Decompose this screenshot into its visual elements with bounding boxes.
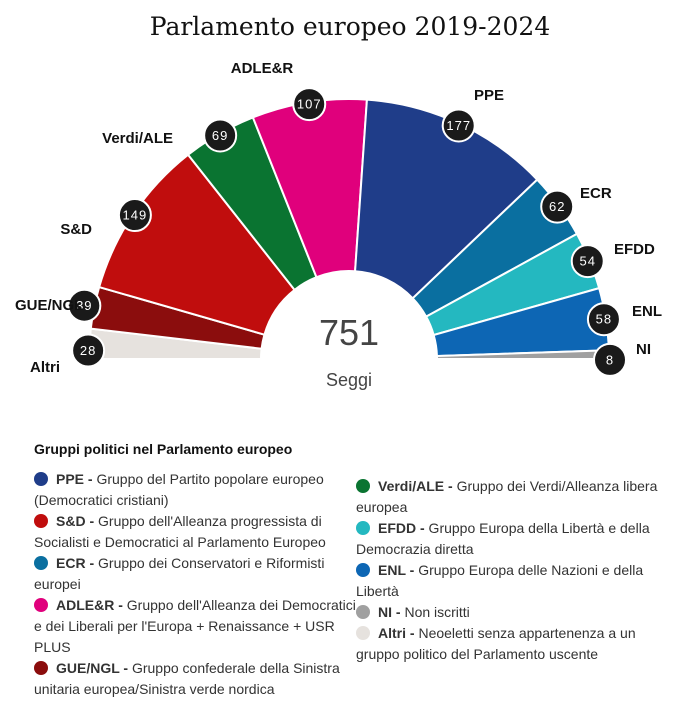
legend-desc: Gruppo Europa della Libertà e della Demo… bbox=[356, 520, 650, 557]
slice-ppe bbox=[354, 98, 539, 300]
seat-count-s-d: 149 bbox=[123, 208, 148, 223]
legend-desc: Gruppo del Partito popolare europeo (Dem… bbox=[34, 471, 324, 508]
legend-item: NI - Non iscritti bbox=[356, 602, 658, 623]
legend-abbr: NI - bbox=[378, 604, 401, 620]
group-label-ppe: PPE bbox=[474, 87, 504, 104]
seat-count-ecr: 62 bbox=[549, 199, 565, 214]
legend-title: Gruppi politici nel Parlamento europeo bbox=[34, 441, 293, 457]
group-label-ni: NI bbox=[636, 341, 651, 358]
badge-ppe bbox=[441, 108, 476, 143]
legend-abbr: ADLE&R - bbox=[56, 597, 123, 613]
group-label-efdd: EFDD bbox=[614, 241, 655, 258]
legend-desc: Gruppo dell'Alleanza progressista di Soc… bbox=[34, 513, 326, 550]
legend-swatch bbox=[356, 479, 370, 493]
legend-swatch bbox=[34, 556, 48, 570]
seat-count-verdi-ale: 69 bbox=[212, 128, 228, 143]
legend-abbr: EFDD - bbox=[378, 520, 425, 536]
legend-item: ADLE&R - Gruppo dell'Alleanza dei Democr… bbox=[34, 595, 356, 658]
seat-count-enl: 58 bbox=[596, 312, 612, 327]
legend-item: ECR - Gruppo dei Conservatori e Riformis… bbox=[34, 553, 356, 595]
legend-column-left: PPE - Gruppo del Partito popolare europe… bbox=[34, 469, 356, 700]
chart-slices bbox=[87, 98, 611, 360]
group-label-ecr: ECR bbox=[580, 185, 612, 202]
seat-count-adle-r: 107 bbox=[297, 97, 322, 112]
badge-verdi-ale bbox=[203, 118, 238, 153]
legend-swatch bbox=[34, 514, 48, 528]
badge-gue-ngl bbox=[67, 288, 102, 323]
badge-altri bbox=[71, 333, 106, 368]
legend-item: GUE/NGL - Gruppo confederale della Sinis… bbox=[34, 658, 356, 700]
legend-swatch bbox=[356, 605, 370, 619]
legend-item: PPE - Gruppo del Partito popolare europe… bbox=[34, 469, 356, 511]
seat-count-gue-ngl: 39 bbox=[76, 298, 92, 313]
group-label-enl: ENL bbox=[632, 303, 662, 320]
badge-ecr bbox=[540, 189, 575, 224]
legend-swatch bbox=[34, 598, 48, 612]
legend-item: ENL - Gruppo Europa delle Nazioni e dell… bbox=[356, 560, 658, 602]
group-label-gue-ngl: GUE/NGL bbox=[15, 297, 83, 314]
legend-swatch bbox=[356, 521, 370, 535]
badge-adle-r bbox=[292, 87, 327, 122]
badge-efdd bbox=[570, 244, 605, 279]
seat-count-ppe: 177 bbox=[446, 118, 471, 133]
legend-desc: Gruppo Europa delle Nazioni e della Libe… bbox=[356, 562, 644, 599]
legend-abbr: S&D - bbox=[56, 513, 95, 529]
group-label-verdi-ale: Verdi/ALE bbox=[102, 130, 173, 147]
badge-ni bbox=[592, 342, 627, 377]
legend-column-right: Verdi/ALE - Gruppo dei Verdi/Alleanza li… bbox=[356, 469, 658, 700]
total-seats-label: Seggi bbox=[326, 370, 372, 390]
badge-enl bbox=[586, 302, 621, 337]
legend-swatch bbox=[356, 563, 370, 577]
legend-swatch bbox=[34, 661, 48, 675]
group-label-s-d: S&D bbox=[60, 221, 92, 238]
legend-abbr: GUE/NGL - bbox=[56, 660, 129, 676]
legend-desc: Neoeletti senza appartenenza a un gruppo… bbox=[356, 625, 636, 662]
legend-desc: Gruppo dei Verdi/Alleanza libera europea bbox=[356, 478, 658, 515]
legend-abbr: ECR - bbox=[56, 555, 95, 571]
legend-swatch bbox=[356, 626, 370, 640]
legend-desc: Gruppo dell'Alleanza dei Democratici e d… bbox=[34, 597, 356, 655]
legend: Gruppi politici nel Parlamento europeo P… bbox=[34, 441, 674, 700]
legend-item: S&D - Gruppo dell'Alleanza progressista … bbox=[34, 511, 356, 553]
legend-desc: Gruppo confederale della Sinistra unitar… bbox=[34, 660, 340, 697]
legend-abbr: Verdi/ALE - bbox=[378, 478, 453, 494]
legend-abbr: PPE - bbox=[56, 471, 93, 487]
parliament-chart: Parlamento europeo 2019-2024 28 Altri 39GU… bbox=[15, 12, 662, 390]
legend-item: Altri - Neoeletti senza appartenenza a u… bbox=[356, 623, 658, 665]
seat-count-ni: 8 bbox=[606, 352, 614, 367]
legend-abbr: ENL - bbox=[378, 562, 415, 578]
legend-abbr: Altri - bbox=[378, 625, 415, 641]
chart-title: Parlamento europeo 2019-2024 bbox=[150, 12, 551, 41]
slice-s-d bbox=[97, 153, 296, 336]
seat-count-altri: 28 bbox=[80, 343, 96, 358]
total-seats: 751 bbox=[319, 312, 379, 353]
legend-swatch bbox=[34, 472, 48, 486]
legend-item: EFDD - Gruppo Europa della Libertà e del… bbox=[356, 518, 658, 560]
legend-item: Verdi/ALE - Gruppo dei Verdi/Alleanza li… bbox=[356, 476, 658, 518]
group-label-adle-r: ADLE&R bbox=[231, 60, 294, 77]
badge-s-d bbox=[117, 198, 152, 233]
legend-desc: Gruppo dei Conservatori e Riformisti eur… bbox=[34, 555, 325, 592]
group-label-altri: Altri bbox=[30, 359, 60, 376]
legend-desc: Non iscritti bbox=[400, 604, 470, 620]
seat-count-efdd: 54 bbox=[579, 254, 595, 269]
